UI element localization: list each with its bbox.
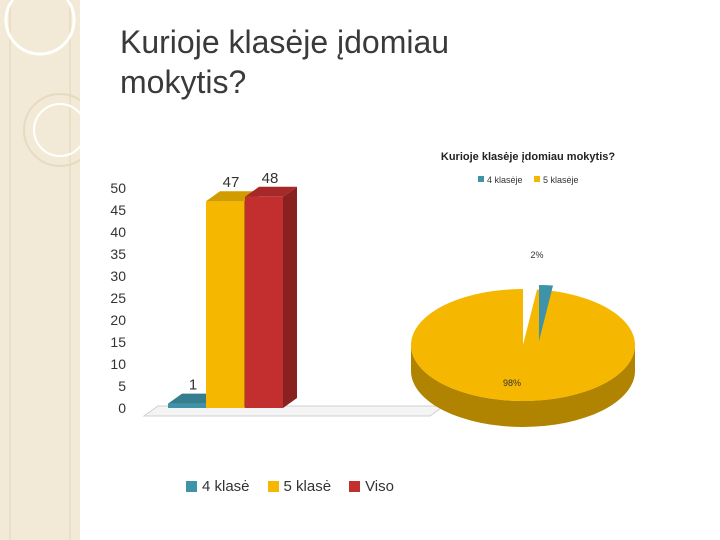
legend-label: 4 klasė — [202, 478, 250, 495]
decorative-circles — [4, 0, 80, 540]
y-tick-label: 30 — [110, 268, 126, 284]
data-label: 48 — [262, 170, 279, 187]
data-label: 2% — [530, 250, 543, 260]
legend-swatch — [349, 481, 361, 492]
bar — [206, 201, 244, 408]
pie-title: Kurioje klasėje įdomiau mokytis? — [441, 151, 616, 163]
pie-legend-swatch — [534, 176, 540, 182]
y-tick-label: 35 — [110, 246, 126, 262]
y-tick-label: 50 — [110, 180, 126, 196]
y-tick-label: 5 — [118, 378, 126, 394]
pie-legend-label: 4 klasėje — [487, 175, 523, 185]
y-tick-label: 45 — [110, 202, 126, 218]
legend-label: 5 klasė — [283, 478, 332, 495]
pie-slice — [411, 289, 636, 402]
bar-side — [283, 186, 297, 408]
legend-item-viso: Viso — [349, 478, 394, 495]
y-tick-label: 0 — [118, 400, 126, 416]
title-line-2: mokytis? — [120, 64, 247, 100]
y-tick-label: 40 — [110, 224, 126, 240]
y-tick-label: 20 — [110, 312, 126, 328]
bar — [245, 196, 283, 408]
bar-top — [245, 186, 297, 197]
pie-slice-depth — [411, 345, 635, 427]
y-tick-label: 15 — [110, 334, 126, 350]
y-tick-label: 10 — [110, 356, 126, 372]
title-line-1: Kurioje klasėje įdomiau — [120, 24, 450, 60]
data-label: 47 — [223, 174, 240, 191]
bar — [168, 403, 206, 408]
pie-chart: Kurioje klasėje įdomiau mokytis? 4 klasėj… — [411, 151, 636, 427]
y-tick-label: 25 — [110, 290, 126, 306]
legend-item-4-klase: 4 klasė — [186, 478, 250, 495]
pie-legend-label: 5 klasėje — [543, 175, 579, 185]
legend-swatch — [186, 481, 197, 492]
data-label: 1 — [189, 377, 197, 394]
page-title: Kurioje klasėje įdomiau mokytis? — [120, 22, 680, 102]
decorative-sidebar — [0, 0, 80, 540]
legend-swatch — [267, 481, 279, 492]
legend-item-5-klase: 5 klasė — [267, 478, 332, 495]
legend-label: Viso — [365, 478, 394, 495]
pie-legend-swatch — [478, 176, 484, 182]
data-label: 98% — [503, 378, 521, 388]
pie-slice — [539, 285, 554, 341]
bar-legend: 4 klasė 5 klasė Viso — [186, 478, 394, 495]
